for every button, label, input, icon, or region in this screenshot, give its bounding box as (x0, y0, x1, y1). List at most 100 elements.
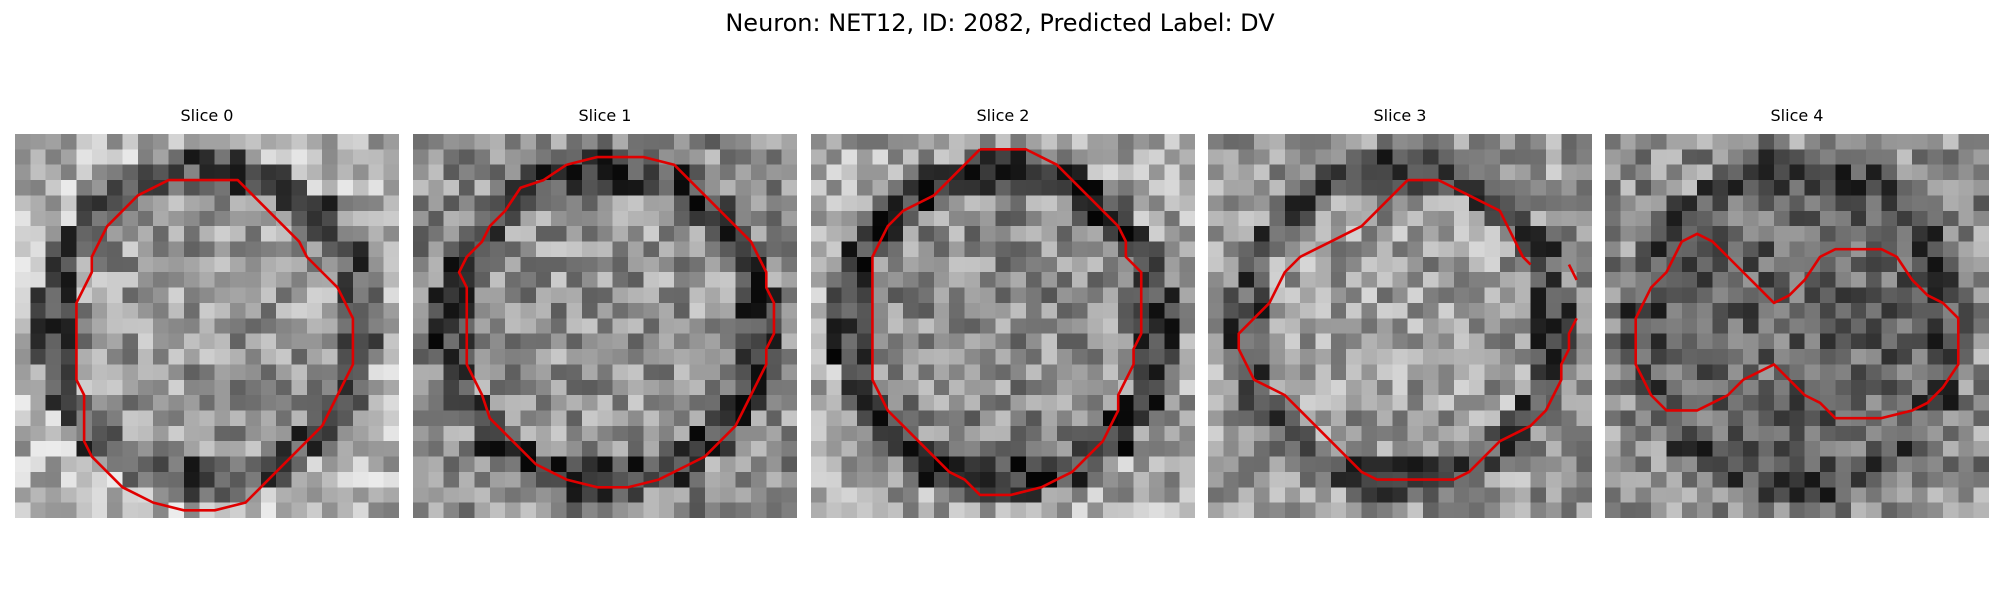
pixel (168, 471, 185, 488)
pixel (1300, 241, 1316, 258)
pixel (383, 364, 399, 381)
pixel (1392, 164, 1408, 181)
pixel (45, 195, 62, 212)
pixel (137, 395, 154, 411)
pixel (903, 502, 919, 518)
pixel (811, 349, 827, 365)
pixel (964, 487, 981, 503)
pixel (137, 487, 154, 503)
pixel (1620, 210, 1637, 227)
pixel (1376, 456, 1393, 473)
pixel (674, 349, 690, 365)
pixel (1423, 318, 1439, 334)
pixel (137, 425, 154, 442)
pixel (1392, 256, 1408, 273)
pixel (1605, 302, 1621, 319)
pixel (658, 502, 675, 518)
pixel (505, 241, 521, 258)
pixel (826, 456, 843, 473)
pixel (1041, 502, 1058, 518)
pixel (306, 180, 323, 196)
pixel (1315, 149, 1332, 166)
pixel (658, 134, 675, 150)
pixel (1758, 349, 1775, 365)
pixel (1681, 441, 1698, 457)
pixel (1499, 210, 1516, 227)
pixel (1635, 318, 1652, 334)
pixel (383, 487, 399, 503)
pixel (1912, 425, 1928, 442)
pixel (1346, 210, 1362, 227)
pixel (1712, 349, 1729, 365)
pixel (628, 256, 644, 273)
pixel (1958, 456, 1974, 473)
pixel (1238, 456, 1255, 473)
pixel (1087, 134, 1104, 150)
pixel (1804, 487, 1821, 503)
pixel (628, 349, 644, 365)
pixel (964, 241, 981, 258)
pixel (1238, 379, 1255, 396)
pixel (581, 395, 598, 411)
pixel (1010, 441, 1027, 457)
pixel (1576, 210, 1592, 227)
pixel (1773, 471, 1790, 488)
pixel (1635, 410, 1652, 427)
pixel (76, 333, 93, 350)
pixel (1179, 164, 1195, 181)
pixel (1773, 180, 1790, 196)
pixel (291, 302, 308, 319)
pixel (245, 441, 262, 457)
pixel (122, 241, 139, 258)
pixel (1530, 149, 1547, 166)
pixel (1712, 410, 1729, 427)
pixel (91, 487, 108, 503)
pixel (322, 379, 338, 396)
pixel (781, 180, 797, 196)
pixel (1635, 302, 1652, 319)
pixel (1118, 379, 1134, 396)
pixel (214, 134, 231, 150)
pixel (1835, 210, 1852, 227)
pixel (964, 502, 981, 518)
pixel (964, 226, 981, 242)
pixel (1850, 502, 1867, 518)
pixel (1238, 241, 1255, 258)
pixel (872, 241, 889, 258)
pixel (107, 272, 123, 288)
pixel (137, 302, 154, 319)
pixel (1072, 349, 1088, 365)
pixel (1179, 502, 1195, 518)
pixel (750, 333, 767, 350)
pixel (1041, 441, 1058, 457)
pixel (368, 272, 384, 288)
pixel (1712, 456, 1729, 473)
pixel (428, 149, 445, 166)
pixel (1179, 425, 1195, 442)
pixel (1866, 195, 1882, 212)
pixel (1223, 487, 1240, 503)
pixel (872, 379, 889, 396)
pixel (1866, 134, 1882, 150)
pixel (306, 164, 323, 181)
pixel (872, 487, 889, 503)
pixel (1300, 287, 1316, 304)
pixel (1164, 180, 1180, 196)
pixel (1881, 318, 1898, 334)
pixel (1102, 318, 1119, 334)
pixel (566, 241, 583, 258)
pixel (1407, 149, 1424, 166)
pixel (1072, 164, 1088, 181)
pixel (933, 164, 950, 181)
pixel (1973, 379, 1989, 396)
pixel (520, 349, 537, 365)
pixel (612, 441, 629, 457)
pixel (643, 410, 660, 427)
pixel (1896, 226, 1913, 242)
pixel (628, 410, 644, 427)
pixel (76, 149, 93, 166)
pixel (581, 349, 598, 365)
pixel (1712, 210, 1729, 227)
pixel (811, 195, 827, 212)
pixel (1315, 287, 1332, 304)
